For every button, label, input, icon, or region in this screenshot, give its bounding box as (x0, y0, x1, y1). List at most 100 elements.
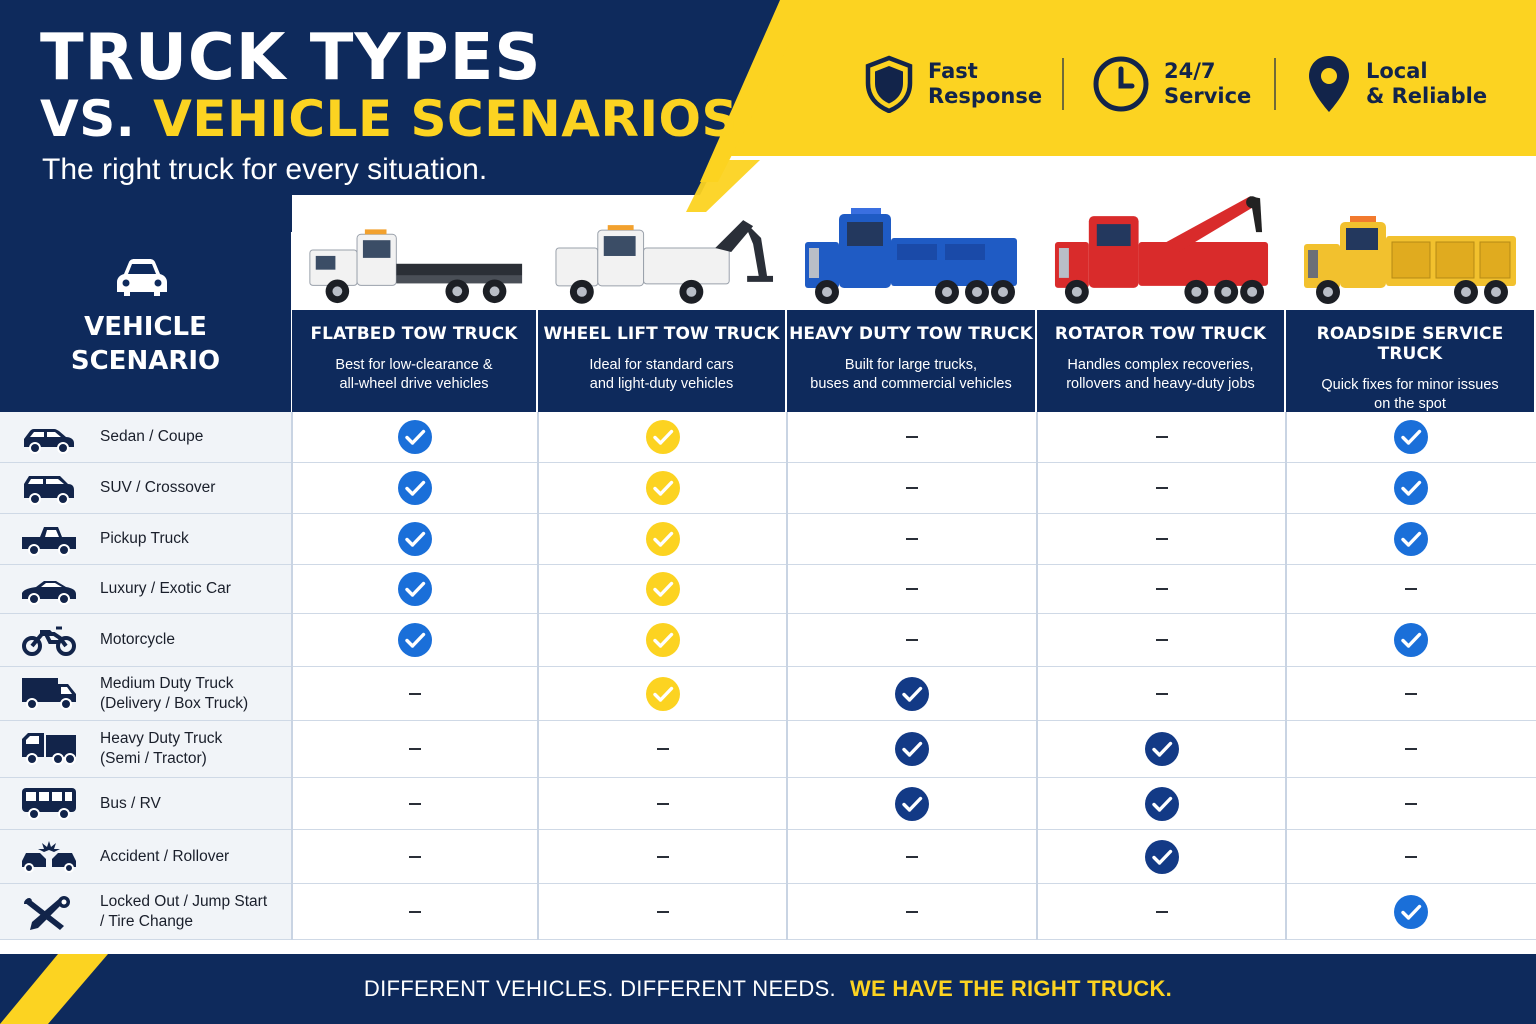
column-divider (1285, 412, 1287, 940)
check-icon (645, 572, 680, 606)
table-cell (1037, 721, 1286, 777)
row-label: Locked Out / Jump Start / Tire Change (100, 892, 267, 932)
table-cell (292, 884, 538, 939)
check-icon (645, 623, 680, 657)
table-cell (1286, 565, 1536, 613)
feature-local-reliable: Local & Reliable (1306, 52, 1487, 116)
table-row: Accident / Rollover (0, 830, 1536, 884)
table-cell (1037, 667, 1286, 720)
description-line1: Quick fixes for minor issues (1321, 377, 1499, 393)
row-label-line1: Sedan / Coupe (100, 428, 204, 445)
dash-icon (409, 855, 421, 858)
dash-icon (409, 692, 421, 695)
dash-icon (1405, 855, 1417, 858)
table-cell (787, 884, 1037, 939)
table-cell (1286, 778, 1536, 829)
semi-truck-icon (22, 733, 76, 765)
suv-icon (24, 476, 74, 505)
truck-illustration (797, 192, 1027, 310)
pickup-icon (22, 527, 76, 556)
row-label: Heavy Duty Truck (Semi / Tractor) (100, 729, 222, 769)
title-prefix: VS. (40, 90, 136, 148)
check-icon (1394, 894, 1428, 929)
table-cell (1037, 412, 1286, 462)
dash-icon (656, 748, 669, 750)
sports-car-icon (22, 581, 76, 605)
dash-icon (906, 487, 918, 489)
column-header: WHEEL LIFT TOW TRUCK Ideal for standard c… (538, 310, 785, 412)
table-row: Sedan / Coupe (0, 412, 1536, 463)
table-cell (1286, 412, 1536, 462)
table-cell (292, 830, 538, 883)
feature-divider (1062, 58, 1064, 110)
truck-illustration (1296, 192, 1526, 310)
dash-icon (906, 436, 918, 438)
check-icon (398, 471, 432, 505)
table-cell (787, 721, 1037, 777)
check-icon (895, 732, 929, 766)
motorcycle-icon (22, 626, 76, 656)
row-label-line1: Luxury / Exotic Car (100, 580, 231, 597)
column-header-name: WHEEL LIFT TOW TRUCK (543, 324, 780, 344)
table-cell (538, 565, 787, 613)
dash-icon (1155, 436, 1168, 438)
table-cell (1286, 884, 1536, 939)
column-header: HEAVY DUTY TOW TRUCK Built for large truc… (787, 310, 1035, 412)
dash-icon (656, 910, 669, 913)
check-icon (1144, 839, 1179, 874)
dash-icon (906, 855, 918, 858)
feature-fast-response: Fast Response (864, 52, 1042, 116)
dash-icon (1155, 692, 1168, 695)
row-label: Luxury / Exotic Car (100, 579, 231, 599)
row-label-line2: (Semi / Tractor) (100, 750, 207, 767)
column-header-description: Best for low-clearance & all-wheel drive … (309, 356, 519, 394)
table-row: Bus / RV (0, 778, 1536, 830)
table-cell (538, 667, 787, 720)
table-cell (787, 463, 1037, 513)
truck-illustration (548, 192, 777, 310)
dash-icon (1155, 538, 1168, 540)
scenario-header-line1: VEHICLE (84, 312, 207, 342)
column-header-name: ROADSIDE SERVICE TRUCK (1316, 324, 1504, 364)
dash-icon (1405, 748, 1417, 750)
table-cell (538, 778, 787, 829)
table-cell (1037, 614, 1286, 666)
feature-line2: & Reliable (1366, 84, 1488, 108)
column-header: FLATBED TOW TRUCK Best for low-clearance … (292, 310, 536, 412)
table-row: Motorcycle (0, 614, 1536, 667)
dash-icon (1405, 588, 1417, 590)
table-row: Locked Out / Jump Start / Tire Change (0, 884, 1536, 940)
table-cell (1037, 884, 1286, 939)
row-label: Pickup Truck (100, 529, 189, 549)
column-header-name: FLATBED TOW TRUCK (310, 324, 518, 344)
column-header-description: Built for large trucks, buses and commerc… (806, 356, 1016, 394)
table-cell (538, 830, 787, 883)
check-icon (398, 522, 432, 556)
table-cell (787, 565, 1037, 613)
dash-icon (409, 748, 421, 750)
feature-line1: 24/7 (1164, 59, 1216, 83)
dash-icon (1155, 588, 1168, 590)
feature-line2: Service (1164, 84, 1252, 108)
row-label-line1: Heavy Duty Truck (100, 730, 223, 747)
column-divider (786, 412, 788, 940)
column-header-description: Quick fixes for minor issues on the spot (1305, 376, 1515, 414)
feature-divider (1274, 58, 1276, 110)
title-highlight: VEHICLE SCENARIOS (153, 90, 739, 148)
table-cell (538, 721, 787, 777)
table-cell (787, 667, 1037, 720)
table-cell (292, 778, 538, 829)
description-line2: and light-duty vehicles (589, 376, 734, 392)
column-header: ROADSIDE SERVICE TRUCK Quick fixes for mi… (1286, 310, 1534, 412)
column-header-name: HEAVY DUTY TOW TRUCK (789, 324, 1033, 344)
row-label-line1: Bus / RV (100, 794, 161, 812)
page-subtitle: The right truck for every situation. (42, 153, 488, 186)
box-truck-icon (22, 677, 76, 710)
column-header-description: Handles complex recoveries, rollovers and… (1056, 356, 1266, 394)
table-cell (1286, 463, 1536, 513)
row-label-cell (0, 830, 291, 883)
row-label-line1: SUV / Crossover (100, 479, 216, 496)
description-line1: Handles complex recoveries, (1067, 357, 1254, 373)
dash-icon (409, 910, 421, 913)
shield-icon (865, 55, 913, 113)
